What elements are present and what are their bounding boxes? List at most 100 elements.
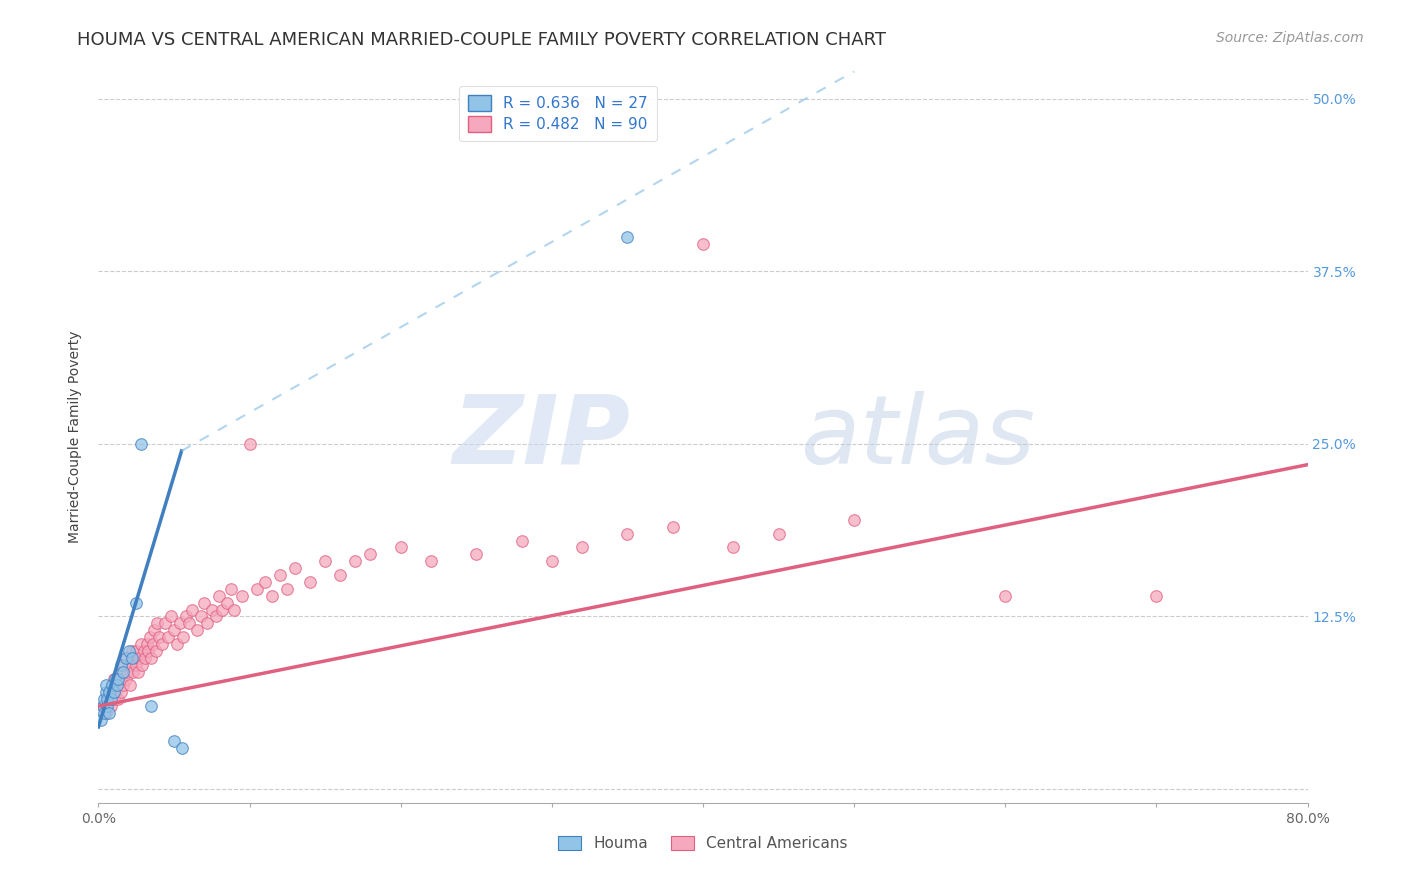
Point — [314, 554, 336, 568]
Text: HOUMA VS CENTRAL AMERICAN MARRIED-COUPLE FAMILY POVERTY CORRELATION CHART: HOUMA VS CENTRAL AMERICAN MARRIED-COUPLE… — [77, 31, 886, 49]
Point — [329, 568, 352, 582]
Point — [111, 665, 134, 679]
Point — [166, 637, 188, 651]
Point — [125, 644, 148, 658]
Point — [115, 665, 138, 679]
Point — [661, 520, 683, 534]
Point — [98, 685, 121, 699]
Point — [91, 699, 114, 714]
Point — [195, 616, 218, 631]
Point — [239, 437, 262, 451]
Point — [120, 678, 142, 692]
Text: Source: ZipAtlas.com: Source: ZipAtlas.com — [1216, 31, 1364, 45]
Point — [141, 651, 163, 665]
Point — [145, 644, 167, 658]
Point — [723, 541, 745, 555]
Point — [93, 692, 115, 706]
Legend: Houma, Central Americans: Houma, Central Americans — [553, 830, 853, 857]
Point — [186, 624, 208, 638]
Point — [465, 548, 488, 562]
Point — [169, 616, 191, 631]
Point — [98, 685, 121, 699]
Point — [114, 651, 136, 665]
Point — [1144, 589, 1167, 603]
Point — [150, 637, 173, 651]
Point — [172, 630, 194, 644]
Point — [114, 672, 136, 686]
Point — [105, 678, 128, 692]
Point — [93, 706, 115, 720]
Point — [125, 596, 148, 610]
Point — [135, 637, 157, 651]
Point — [148, 630, 170, 644]
Point — [616, 526, 638, 541]
Point — [205, 609, 228, 624]
Point — [571, 541, 593, 555]
Point — [269, 568, 291, 582]
Point — [141, 699, 163, 714]
Point — [420, 554, 443, 568]
Point — [768, 526, 790, 541]
Point — [153, 616, 176, 631]
Point — [94, 706, 117, 720]
Point — [129, 437, 152, 451]
Point — [344, 554, 367, 568]
Point — [111, 678, 134, 692]
Point — [121, 644, 143, 658]
Point — [121, 651, 143, 665]
Point — [179, 616, 201, 631]
Point — [131, 657, 153, 672]
Point — [107, 692, 129, 706]
Point — [122, 665, 145, 679]
Point — [510, 533, 533, 548]
Point — [94, 678, 117, 692]
Point — [616, 230, 638, 244]
Point — [284, 561, 307, 575]
Point — [163, 624, 186, 638]
Point — [114, 651, 136, 665]
Point — [170, 740, 193, 755]
Point — [276, 582, 298, 596]
Point — [389, 541, 412, 555]
Point — [101, 678, 124, 692]
Point — [231, 589, 253, 603]
Point — [163, 733, 186, 747]
Point — [540, 554, 562, 568]
Text: ZIP: ZIP — [453, 391, 630, 483]
Point — [103, 672, 125, 686]
Point — [139, 630, 162, 644]
Point — [90, 713, 112, 727]
Point — [108, 672, 131, 686]
Point — [127, 665, 149, 679]
Point — [143, 624, 166, 638]
Point — [112, 657, 135, 672]
Point — [129, 637, 152, 651]
Point — [146, 616, 169, 631]
Point — [142, 637, 165, 651]
Point — [118, 657, 141, 672]
Point — [94, 685, 117, 699]
Point — [128, 651, 150, 665]
Point — [103, 685, 125, 699]
Point — [110, 657, 132, 672]
Point — [136, 644, 159, 658]
Point — [201, 602, 224, 616]
Point — [107, 672, 129, 686]
Point — [299, 574, 322, 589]
Point — [125, 657, 148, 672]
Point — [156, 630, 179, 644]
Point — [132, 644, 155, 658]
Point — [160, 609, 183, 624]
Point — [110, 685, 132, 699]
Point — [105, 678, 128, 692]
Point — [103, 692, 125, 706]
Point — [190, 609, 212, 624]
Point — [118, 644, 141, 658]
Point — [246, 582, 269, 596]
Point — [101, 678, 124, 692]
Point — [96, 692, 118, 706]
Point — [124, 651, 146, 665]
Point — [253, 574, 276, 589]
Point — [104, 672, 127, 686]
Point — [193, 596, 215, 610]
